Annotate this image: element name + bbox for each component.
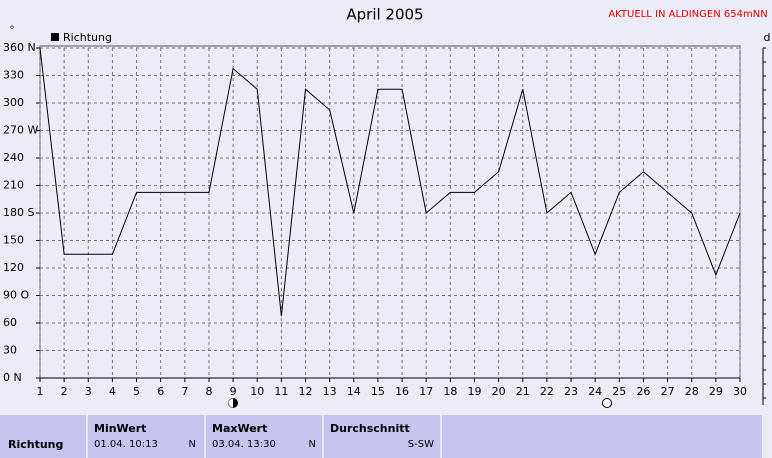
x-tick-label: 20 [492, 385, 506, 398]
table-header: MaxWert [212, 422, 267, 435]
table-header: Durchschnitt [330, 422, 410, 435]
x-tick-label: 1 [37, 385, 44, 398]
table-sep [204, 415, 206, 458]
x-tick-label: 10 [250, 385, 264, 398]
x-tick-label: 19 [467, 385, 481, 398]
x-tick-label: 28 [685, 385, 699, 398]
moon-new [602, 398, 612, 408]
x-tick-label: 24 [588, 385, 602, 398]
x-tick-label: 14 [347, 385, 361, 398]
x-tick-label: 11 [274, 385, 288, 398]
x-tick-label: 18 [443, 385, 457, 398]
x-tick-label: 15 [371, 385, 385, 398]
x-tick-label: 29 [709, 385, 723, 398]
table-cell: 01.04. 10:13 [94, 439, 158, 450]
right-label: d [764, 31, 771, 44]
x-tick-label: 6 [157, 385, 164, 398]
moon-half [228, 398, 233, 408]
table-cell: N [309, 439, 316, 450]
x-tick-label: 25 [612, 385, 626, 398]
table-bg [0, 415, 762, 458]
table-header: MinWert [94, 422, 146, 435]
x-tick-label: 22 [540, 385, 554, 398]
x-tick-label: 17 [419, 385, 433, 398]
table-sep [440, 415, 442, 458]
x-tick-label: 9 [230, 385, 237, 398]
x-tick-label: 23 [564, 385, 578, 398]
x-tick-label: 26 [636, 385, 650, 398]
y-unit: ° [10, 25, 15, 36]
table-row-label: Richtung [8, 438, 63, 451]
y-tick-label: 150 [3, 234, 24, 247]
y-tick-label: 270 W [3, 124, 38, 137]
y-tick-label: 0 N [3, 371, 22, 384]
y-tick-label: 30 [3, 344, 17, 357]
table-cell: N [189, 439, 196, 450]
x-tick-label: 5 [133, 385, 140, 398]
y-tick-label: 300 [3, 96, 24, 109]
x-tick-label: 16 [395, 385, 409, 398]
x-tick-label: 12 [299, 385, 313, 398]
annotation: AKTUELL IN ALDINGEN 654mNN [608, 9, 767, 20]
y-tick-label: 60 [3, 316, 17, 329]
y-tick-label: 180 S [3, 206, 34, 219]
table-sep [322, 415, 324, 458]
x-tick-label: 8 [205, 385, 212, 398]
table-sep [86, 415, 88, 458]
x-tick-label: 27 [661, 385, 675, 398]
legend-swatch [51, 33, 59, 41]
table-cell: S-SW [408, 439, 434, 450]
x-tick-label: 3 [85, 385, 92, 398]
x-tick-label: 30 [733, 385, 747, 398]
x-tick-label: 7 [181, 385, 188, 398]
table-cell: 03.04. 13:30 [212, 439, 276, 450]
y-tick-label: 210 [3, 179, 24, 192]
x-tick-label: 2 [61, 385, 68, 398]
x-tick-label: 21 [516, 385, 530, 398]
y-tick-label: 360 N [3, 41, 36, 54]
y-tick-label: 90 O [3, 289, 29, 302]
y-tick-label: 240 [3, 151, 24, 164]
legend-label: Richtung [63, 31, 112, 44]
x-tick-label: 4 [109, 385, 116, 398]
x-tick-label: 13 [323, 385, 337, 398]
y-tick-label: 330 [3, 69, 24, 82]
y-tick-label: 120 [3, 261, 24, 274]
plot-area [39, 45, 741, 379]
series-line [39, 47, 741, 317]
chart-title: April 2005 [346, 6, 423, 24]
